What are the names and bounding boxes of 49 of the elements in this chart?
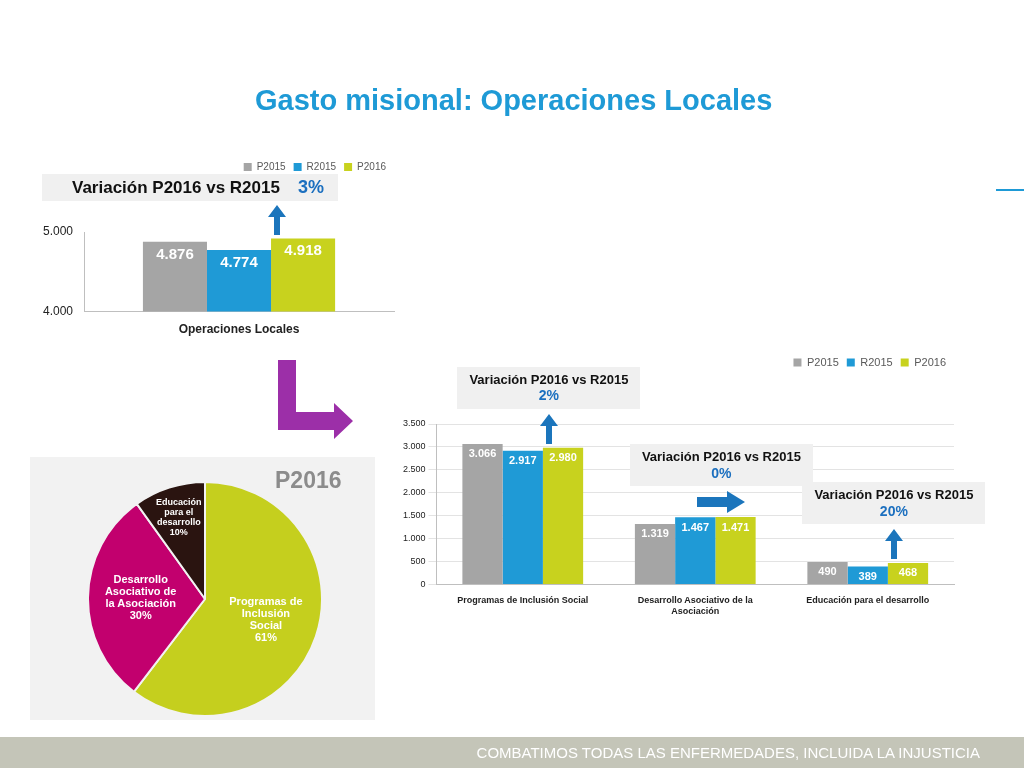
data-label: 10% bbox=[169, 527, 188, 538]
x-tick-label: Educación para el desarrollo bbox=[806, 595, 930, 606]
data-label: 1.319 bbox=[641, 527, 669, 540]
bar bbox=[542, 447, 584, 584]
legend-label: P2016 bbox=[357, 160, 387, 172]
data-label: 1.471 bbox=[721, 520, 750, 533]
x-tick-label: Operaciones Locales bbox=[178, 322, 300, 337]
data-label: 1.467 bbox=[681, 520, 710, 533]
legend-label: R2015 bbox=[306, 160, 337, 172]
bar bbox=[715, 516, 756, 584]
data-label: 468 bbox=[898, 566, 918, 579]
text: Gasto misional: Operaciones Locales bbox=[255, 84, 773, 117]
annotation: Variación P2016 vs R2015 0% bbox=[641, 448, 801, 482]
x-tick-label: Programas de Inclusión Social bbox=[457, 595, 589, 606]
bar bbox=[675, 517, 716, 584]
y-tick-label: 500 bbox=[410, 555, 426, 566]
y-tick-label: 2.000 bbox=[402, 487, 426, 498]
bar bbox=[634, 523, 676, 584]
chart-title: P2016 bbox=[275, 467, 342, 494]
legend-label: P2016 bbox=[914, 355, 946, 368]
legend-label: P2015 bbox=[256, 160, 287, 172]
bar bbox=[502, 450, 543, 584]
data-label: 61% bbox=[254, 630, 278, 643]
data-label: 2.980 bbox=[549, 451, 577, 464]
data-label: 4.774 bbox=[220, 252, 259, 270]
y-tick-label: 5.000 bbox=[43, 224, 74, 239]
slice-label: Educación para el desarrollo bbox=[156, 497, 202, 528]
text: Variación P2016 vs R2015 2% bbox=[469, 371, 629, 405]
legend-label: P2015 bbox=[806, 355, 839, 368]
y-tick-label: 1.500 bbox=[402, 510, 426, 521]
data-label: 3.066 bbox=[468, 447, 497, 460]
x-tick-label: Desarrollo Asociativo de la Asociación bbox=[637, 595, 754, 617]
bar bbox=[462, 443, 503, 584]
y-tick-label: 0 bbox=[420, 578, 426, 589]
y-tick-label: 4.000 bbox=[43, 303, 74, 318]
y-tick-label: 3.500 bbox=[402, 418, 426, 429]
annotation: Variación P2016 vs R2015 20% bbox=[814, 486, 974, 520]
text: COMBATIMOS TODAS LAS ENFERMEDADES, INCLUIDA LA INJUSTICIA bbox=[476, 744, 980, 761]
data-label: 4.876 bbox=[156, 244, 194, 262]
data-label: 389 bbox=[858, 570, 877, 583]
data-label: 490 bbox=[818, 565, 837, 578]
y-tick-label: 3.000 bbox=[402, 441, 426, 452]
y-tick-label: 2.500 bbox=[402, 464, 426, 475]
data-label: 2.917 bbox=[509, 454, 537, 467]
text: Variación P2016 vs R2015 3% bbox=[72, 176, 324, 197]
y-tick-label: 1.000 bbox=[402, 533, 426, 544]
data-label: 4.918 bbox=[284, 241, 322, 259]
legend-label: R2015 bbox=[860, 355, 893, 368]
data-label: 30% bbox=[129, 609, 152, 622]
